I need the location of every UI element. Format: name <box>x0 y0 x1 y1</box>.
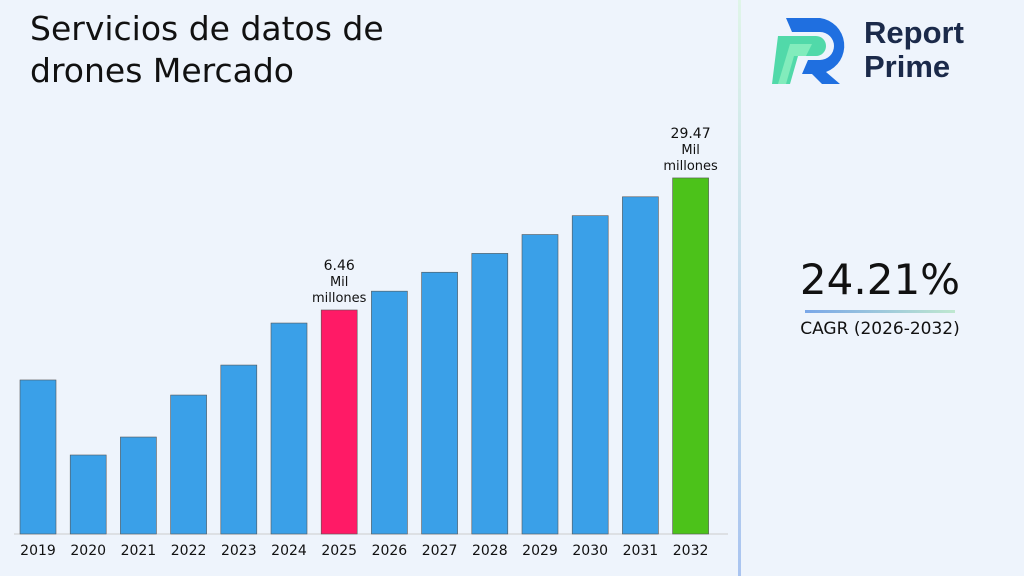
bar-2020 <box>69 454 107 535</box>
data-label: 6.46 <box>324 258 355 274</box>
x-tick-label: 2019 <box>20 543 56 559</box>
logo-text-report: Report <box>864 15 964 50</box>
logo-text-prime: Prime <box>864 49 951 84</box>
bar-2023 <box>220 364 258 535</box>
x-tick-label: 2028 <box>472 543 508 559</box>
bar-2026 <box>371 290 408 535</box>
x-tick-label: 2027 <box>422 543 458 559</box>
bar-2021 <box>120 436 157 535</box>
divider <box>738 0 741 576</box>
x-tick-label: 2032 <box>673 543 709 559</box>
logo-icon <box>772 18 845 84</box>
x-tick-label: 2020 <box>70 543 106 559</box>
chart-title: Servicios de datos de drones Mercado <box>30 9 384 90</box>
data-label: millones <box>312 291 367 306</box>
x-tick-label: 2030 <box>572 543 608 559</box>
bar-2032 <box>672 177 709 535</box>
bar-2030 <box>571 215 609 535</box>
data-label: millones <box>663 159 718 174</box>
cagr-value: 24.21% <box>799 255 961 304</box>
cagr-label: CAGR (2026-2032) <box>800 319 960 339</box>
bar-2028 <box>471 253 509 535</box>
x-tick-label: 2023 <box>221 543 257 559</box>
bar-chart: 2019 2020 2021 2022 2023 2024 2025 2026 2027 2028… <box>14 126 728 559</box>
x-tick-label: 2022 <box>171 543 207 559</box>
x-tick-label: 2025 <box>321 543 357 559</box>
data-label: Mil <box>330 275 348 290</box>
bar-2025 <box>320 309 358 535</box>
x-tick-label: 2021 <box>121 543 157 559</box>
x-tick-label: 2026 <box>372 543 408 559</box>
bar-2024 <box>270 322 308 535</box>
x-tick-label: 2024 <box>271 543 307 559</box>
bar-2029 <box>521 234 559 535</box>
bar-2019 <box>19 379 57 535</box>
bar-2027 <box>421 271 458 535</box>
cagr-panel: 24.21% CAGR (2026-2032) <box>770 255 990 339</box>
cagr-underline <box>805 310 955 313</box>
x-tick-label: 2031 <box>623 543 659 559</box>
data-label: 29.47 <box>671 126 711 142</box>
data-label: Mil <box>681 143 699 158</box>
report-prime-logo: Report Prime <box>768 14 964 86</box>
bar-2031 <box>622 196 659 535</box>
bar-2022 <box>170 394 207 535</box>
x-tick-label: 2029 <box>522 543 558 559</box>
